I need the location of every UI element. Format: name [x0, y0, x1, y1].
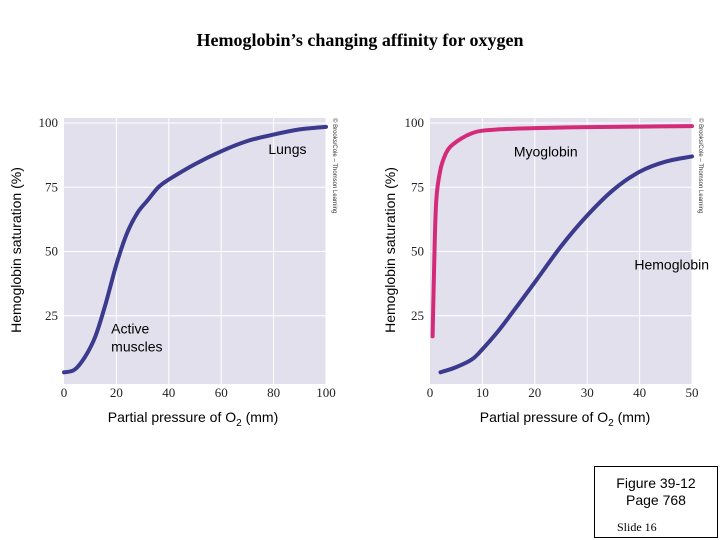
y-tick-label: 25	[411, 308, 424, 323]
curve-annotation: muscles	[111, 339, 162, 355]
curve-annotation: Hemoglobin	[634, 256, 709, 272]
y-tick-label: 25	[45, 308, 58, 323]
x-tick-label: 60	[215, 385, 228, 400]
x-tick-label: 40	[162, 385, 175, 400]
x-axis-label: Partial pressure of O2 (mm)	[480, 409, 651, 429]
y-axis-label: Hemoglobin saturation (%)	[382, 167, 398, 333]
y-tick-label: 100	[405, 115, 425, 130]
y-axis-label: Hemoglobin saturation (%)	[8, 167, 24, 333]
saturation-chart-right: 0 10 20 30 40 50 25 50 75 100 Myoglobin Hemoglobin H…	[382, 115, 709, 429]
y-tick-label: 75	[45, 179, 58, 194]
copyright-credit: © Brooks/Cole – Thomson Learning	[697, 118, 704, 213]
x-tick-label: 50	[686, 385, 699, 400]
x-tick-label: 80	[267, 385, 280, 400]
curve-annotation: Active	[111, 321, 149, 337]
y-tick-label: 75	[411, 179, 424, 194]
x-tick-label: 20	[110, 385, 123, 400]
hemoglobin-curve	[438, 154, 694, 375]
x-tick-label: 30	[581, 385, 594, 400]
page-number: Page 768	[626, 492, 686, 508]
x-tick-label: 10	[476, 385, 489, 400]
x-tick-label: 0	[427, 385, 434, 400]
hemoglobin-curve	[62, 124, 328, 375]
x-axis-label: Partial pressure of O2 (mm)	[108, 409, 279, 429]
x-tick-label: 40	[633, 385, 646, 400]
curve-annotation: Lungs	[268, 141, 306, 157]
copyright-credit: © Brooks/Cole – Thomson Learning	[331, 118, 338, 213]
page-title: Hemoglobin’s changing affinity for oxyge…	[196, 30, 524, 50]
y-tick-label: 50	[45, 244, 58, 259]
x-tick-label: 100	[316, 385, 336, 400]
curve-annotation: Myoglobin	[514, 143, 578, 159]
x-tick-label: 20	[528, 385, 541, 400]
y-tick-label: 50	[411, 244, 424, 259]
slide-number: Slide 16	[617, 520, 657, 534]
saturation-chart-left: 0 20 40 60 80 100 25 50 75 100 Lungs Active muscles H…	[8, 115, 338, 429]
figure-reference-box: Figure 39-12 Page 768 Slide 16	[594, 466, 718, 538]
x-tick-label: 0	[61, 385, 68, 400]
y-tick-label: 100	[39, 115, 59, 130]
figure-number: Figure 39-12	[616, 475, 696, 491]
myoglobin-curve	[430, 124, 694, 339]
